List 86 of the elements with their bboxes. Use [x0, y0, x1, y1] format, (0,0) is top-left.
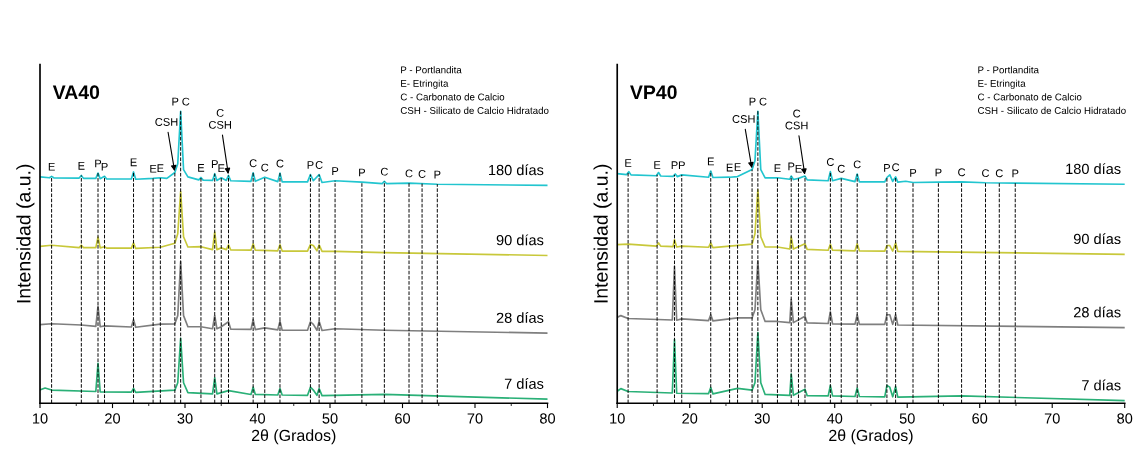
annotation: CSH - Silicato de Calcio Hidratado	[978, 106, 1126, 114]
x-tick-label: 70	[1044, 413, 1060, 424]
ref-line-label: C	[826, 158, 834, 166]
x-tick-label: 80	[540, 413, 556, 424]
ref-line-label: C	[892, 163, 900, 172]
ref-line-label: E	[625, 159, 632, 167]
x-tick-label: 20	[105, 413, 121, 424]
x-tick-label: 50	[899, 413, 915, 424]
ref-line-label: E	[795, 164, 802, 173]
ref-line-label: E	[726, 163, 733, 172]
ref-line-label: P	[101, 162, 108, 171]
x-tick-label: 40	[826, 413, 843, 424]
x-tick-label: 30	[177, 413, 193, 424]
ref-line-label: P	[935, 168, 942, 177]
text: P - Portlandita	[978, 66, 1039, 74]
x-tick-label: 70	[467, 413, 483, 424]
ref-line-label: P	[434, 170, 441, 179]
chart-title: VP40	[630, 85, 677, 100]
y-axis-title: Intensidad (a.u.)	[593, 164, 612, 303]
ref-line-label: P	[332, 167, 339, 175]
x-tick-label: 50	[322, 413, 338, 424]
ref-line-label: P	[1012, 169, 1019, 178]
ref-line-label: P	[671, 161, 678, 169]
series-label: 7 días	[1082, 379, 1121, 391]
x-tick-label: 10	[33, 413, 48, 424]
ref-line-label: P	[307, 161, 314, 169]
text: E- Etringita	[401, 79, 449, 89]
ref-line-label: C	[837, 164, 845, 173]
x-tick-label: 60	[395, 413, 411, 424]
series-label: 90 días	[496, 234, 544, 246]
x-axis-title: 2θ (Grados)	[829, 429, 913, 445]
x-tick-label: 30	[754, 413, 770, 424]
ref-line-label: E	[198, 164, 205, 172]
ref-line-label: P	[359, 168, 366, 177]
ref-line-label: C	[276, 159, 284, 168]
ref-line-label: E	[218, 164, 225, 172]
ref-line-label: E	[150, 164, 157, 173]
ref-line-label: C	[249, 159, 257, 168]
text: P - Portlandita	[401, 66, 462, 74]
ref-line-label: C	[405, 169, 413, 178]
text: C - Carbonato de Calcio	[400, 93, 505, 101]
y-axis-title: Intensidad (a.u.)	[16, 164, 35, 303]
ref-line-label: P	[788, 162, 795, 171]
ref-line-label: P	[95, 159, 102, 168]
x-tick-label: 60	[972, 413, 988, 424]
ref-line-label: P	[910, 169, 917, 177]
ref-line-label: E	[130, 158, 137, 167]
ref-line-label: E	[48, 162, 55, 171]
ref-line-label: C	[380, 167, 388, 176]
ref-line-label: E	[157, 164, 164, 172]
ref-line-label: P	[884, 164, 891, 172]
ref-line-label: P C	[749, 97, 767, 106]
ref-line-label: C	[982, 169, 990, 178]
series-label: 28 días	[1073, 306, 1121, 318]
annotation: CSH	[155, 118, 178, 126]
text: C - Carbonato de Calcio	[978, 93, 1082, 101]
ref-line-label: E	[774, 164, 781, 172]
chart-title: VA40	[52, 85, 100, 100]
ref-line-label: C	[418, 170, 426, 178]
ref-line-label: E	[654, 161, 661, 169]
ref-line-label: P	[678, 161, 685, 170]
annotation: C CSH	[785, 109, 808, 130]
series-label: 90 días	[1073, 233, 1121, 245]
series-label: 28 días	[496, 312, 544, 323]
ref-line-label: C	[995, 169, 1003, 178]
x-tick-label: 40	[249, 413, 266, 424]
ref-line-label: E	[78, 162, 85, 170]
x-tick-label: 10	[610, 413, 625, 424]
ref-line-label: P C	[172, 97, 190, 106]
series-label: 180 días	[489, 164, 544, 176]
x-tick-label: 80	[1117, 413, 1133, 424]
ref-line-label: C	[261, 163, 269, 172]
ref-line-label: C	[315, 161, 323, 169]
ref-line-label: C	[853, 160, 861, 169]
text: E- Etringita	[978, 79, 1026, 89]
series-label: 7 días	[504, 378, 544, 389]
ref-line-label: E	[707, 157, 714, 166]
ref-line-label: C	[958, 168, 966, 177]
x-axis-title: 2θ (Grados)	[251, 429, 336, 445]
x-tick-label: 20	[682, 413, 698, 424]
annotation: CSH - Silicato de Calcio Hidratado	[400, 106, 549, 114]
ref-line-label: E	[734, 163, 741, 171]
annotation: CSH	[732, 115, 755, 123]
series-label: 180 días	[1066, 163, 1121, 175]
ref-line-label: P	[211, 160, 218, 168]
annotation: C CSH	[209, 108, 231, 129]
